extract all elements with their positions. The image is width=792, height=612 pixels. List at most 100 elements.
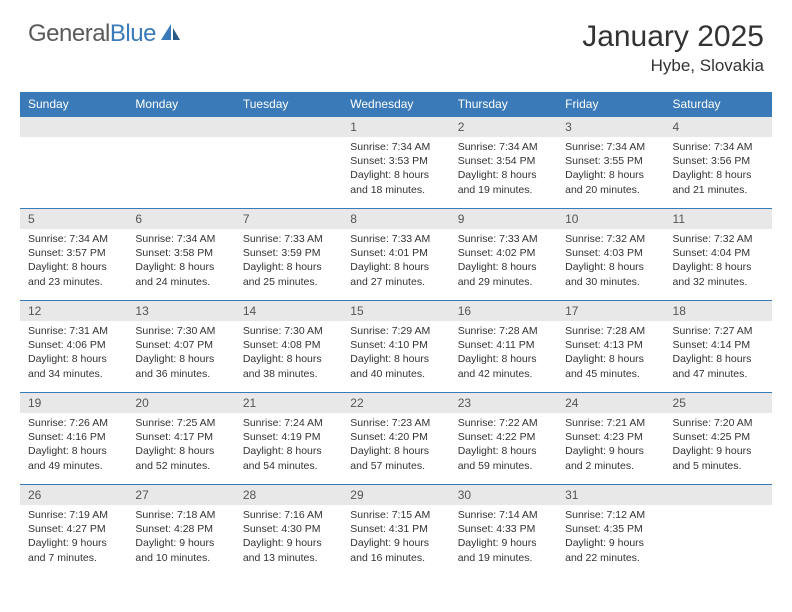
day-number: 19 [20, 393, 127, 413]
day-number: 26 [20, 485, 127, 505]
calendar-cell: 16Sunrise: 7:28 AMSunset: 4:11 PMDayligh… [450, 301, 557, 393]
day-number: 3 [557, 117, 664, 137]
day-header-row: SundayMondayTuesdayWednesdayThursdayFrid… [20, 92, 772, 117]
day-number: 4 [665, 117, 772, 137]
day-number: 2 [450, 117, 557, 137]
calendar-cell: 5Sunrise: 7:34 AMSunset: 3:57 PMDaylight… [20, 209, 127, 301]
calendar-body: 1Sunrise: 7:34 AMSunset: 3:53 PMDaylight… [20, 117, 772, 577]
day-number: 25 [665, 393, 772, 413]
day-data: Sunrise: 7:19 AMSunset: 4:27 PMDaylight:… [20, 505, 127, 571]
calendar-cell: 11Sunrise: 7:32 AMSunset: 4:04 PMDayligh… [665, 209, 772, 301]
calendar-cell [235, 117, 342, 209]
day-data: Sunrise: 7:30 AMSunset: 4:07 PMDaylight:… [127, 321, 234, 387]
day-number: 30 [450, 485, 557, 505]
day-data: Sunrise: 7:21 AMSunset: 4:23 PMDaylight:… [557, 413, 664, 479]
day-data: Sunrise: 7:33 AMSunset: 4:01 PMDaylight:… [342, 229, 449, 295]
calendar-cell: 4Sunrise: 7:34 AMSunset: 3:56 PMDaylight… [665, 117, 772, 209]
day-number: 22 [342, 393, 449, 413]
day-data: Sunrise: 7:32 AMSunset: 4:04 PMDaylight:… [665, 229, 772, 295]
calendar-cell: 14Sunrise: 7:30 AMSunset: 4:08 PMDayligh… [235, 301, 342, 393]
logo-word1: General [28, 20, 110, 47]
day-number: 20 [127, 393, 234, 413]
day-number: 8 [342, 209, 449, 229]
day-data: Sunrise: 7:28 AMSunset: 4:13 PMDaylight:… [557, 321, 664, 387]
day-number: 12 [20, 301, 127, 321]
day-header: Monday [127, 92, 234, 117]
day-data: Sunrise: 7:34 AMSunset: 3:56 PMDaylight:… [665, 137, 772, 203]
calendar-week: 26Sunrise: 7:19 AMSunset: 4:27 PMDayligh… [20, 485, 772, 577]
day-data: Sunrise: 7:15 AMSunset: 4:31 PMDaylight:… [342, 505, 449, 571]
day-number [127, 117, 234, 137]
day-header: Friday [557, 92, 664, 117]
calendar-cell: 30Sunrise: 7:14 AMSunset: 4:33 PMDayligh… [450, 485, 557, 577]
calendar-cell: 18Sunrise: 7:27 AMSunset: 4:14 PMDayligh… [665, 301, 772, 393]
day-data: Sunrise: 7:27 AMSunset: 4:14 PMDaylight:… [665, 321, 772, 387]
calendar-cell: 28Sunrise: 7:16 AMSunset: 4:30 PMDayligh… [235, 485, 342, 577]
calendar-cell [20, 117, 127, 209]
day-header: Sunday [20, 92, 127, 117]
calendar-cell: 21Sunrise: 7:24 AMSunset: 4:19 PMDayligh… [235, 393, 342, 485]
day-data: Sunrise: 7:34 AMSunset: 3:58 PMDaylight:… [127, 229, 234, 295]
calendar-cell: 27Sunrise: 7:18 AMSunset: 4:28 PMDayligh… [127, 485, 234, 577]
day-header: Wednesday [342, 92, 449, 117]
day-number: 1 [342, 117, 449, 137]
sail-icon [160, 22, 182, 47]
day-data: Sunrise: 7:18 AMSunset: 4:28 PMDaylight:… [127, 505, 234, 571]
day-data: Sunrise: 7:34 AMSunset: 3:53 PMDaylight:… [342, 137, 449, 203]
calendar-week: 12Sunrise: 7:31 AMSunset: 4:06 PMDayligh… [20, 301, 772, 393]
calendar-week: 5Sunrise: 7:34 AMSunset: 3:57 PMDaylight… [20, 209, 772, 301]
day-number: 18 [665, 301, 772, 321]
day-data: Sunrise: 7:33 AMSunset: 3:59 PMDaylight:… [235, 229, 342, 295]
day-data: Sunrise: 7:31 AMSunset: 4:06 PMDaylight:… [20, 321, 127, 387]
calendar-table: SundayMondayTuesdayWednesdayThursdayFrid… [20, 92, 772, 577]
day-number: 13 [127, 301, 234, 321]
logo: GeneralBlue [28, 20, 182, 48]
day-data: Sunrise: 7:34 AMSunset: 3:55 PMDaylight:… [557, 137, 664, 203]
day-number: 31 [557, 485, 664, 505]
calendar-cell [665, 485, 772, 577]
day-data: Sunrise: 7:22 AMSunset: 4:22 PMDaylight:… [450, 413, 557, 479]
day-number: 29 [342, 485, 449, 505]
calendar-cell: 13Sunrise: 7:30 AMSunset: 4:07 PMDayligh… [127, 301, 234, 393]
day-number: 6 [127, 209, 234, 229]
title-block: January 2025 Hybe, Slovakia [582, 20, 764, 76]
day-data: Sunrise: 7:16 AMSunset: 4:30 PMDaylight:… [235, 505, 342, 571]
day-number: 5 [20, 209, 127, 229]
day-data: Sunrise: 7:26 AMSunset: 4:16 PMDaylight:… [20, 413, 127, 479]
calendar-cell: 15Sunrise: 7:29 AMSunset: 4:10 PMDayligh… [342, 301, 449, 393]
day-number: 16 [450, 301, 557, 321]
calendar-cell: 29Sunrise: 7:15 AMSunset: 4:31 PMDayligh… [342, 485, 449, 577]
logo-text: GeneralBlue [28, 20, 156, 48]
calendar-cell: 6Sunrise: 7:34 AMSunset: 3:58 PMDaylight… [127, 209, 234, 301]
calendar-cell: 23Sunrise: 7:22 AMSunset: 4:22 PMDayligh… [450, 393, 557, 485]
day-number: 21 [235, 393, 342, 413]
calendar-cell: 12Sunrise: 7:31 AMSunset: 4:06 PMDayligh… [20, 301, 127, 393]
day-number: 24 [557, 393, 664, 413]
calendar-cell: 25Sunrise: 7:20 AMSunset: 4:25 PMDayligh… [665, 393, 772, 485]
day-data: Sunrise: 7:33 AMSunset: 4:02 PMDaylight:… [450, 229, 557, 295]
page-header: GeneralBlue January 2025 Hybe, Slovakia [0, 0, 792, 84]
day-data: Sunrise: 7:24 AMSunset: 4:19 PMDaylight:… [235, 413, 342, 479]
calendar-cell [127, 117, 234, 209]
calendar-cell: 26Sunrise: 7:19 AMSunset: 4:27 PMDayligh… [20, 485, 127, 577]
day-data: Sunrise: 7:25 AMSunset: 4:17 PMDaylight:… [127, 413, 234, 479]
calendar-cell: 7Sunrise: 7:33 AMSunset: 3:59 PMDaylight… [235, 209, 342, 301]
day-number [665, 485, 772, 505]
day-number [20, 117, 127, 137]
day-data: Sunrise: 7:34 AMSunset: 3:57 PMDaylight:… [20, 229, 127, 295]
day-data: Sunrise: 7:12 AMSunset: 4:35 PMDaylight:… [557, 505, 664, 571]
day-header: Thursday [450, 92, 557, 117]
calendar-cell: 10Sunrise: 7:32 AMSunset: 4:03 PMDayligh… [557, 209, 664, 301]
calendar-cell: 3Sunrise: 7:34 AMSunset: 3:55 PMDaylight… [557, 117, 664, 209]
day-header: Saturday [665, 92, 772, 117]
day-number: 17 [557, 301, 664, 321]
day-number: 10 [557, 209, 664, 229]
day-number: 23 [450, 393, 557, 413]
day-data: Sunrise: 7:14 AMSunset: 4:33 PMDaylight:… [450, 505, 557, 571]
day-number: 15 [342, 301, 449, 321]
calendar-cell: 9Sunrise: 7:33 AMSunset: 4:02 PMDaylight… [450, 209, 557, 301]
calendar-cell: 8Sunrise: 7:33 AMSunset: 4:01 PMDaylight… [342, 209, 449, 301]
calendar-cell: 2Sunrise: 7:34 AMSunset: 3:54 PMDaylight… [450, 117, 557, 209]
calendar-cell: 1Sunrise: 7:34 AMSunset: 3:53 PMDaylight… [342, 117, 449, 209]
day-data: Sunrise: 7:23 AMSunset: 4:20 PMDaylight:… [342, 413, 449, 479]
